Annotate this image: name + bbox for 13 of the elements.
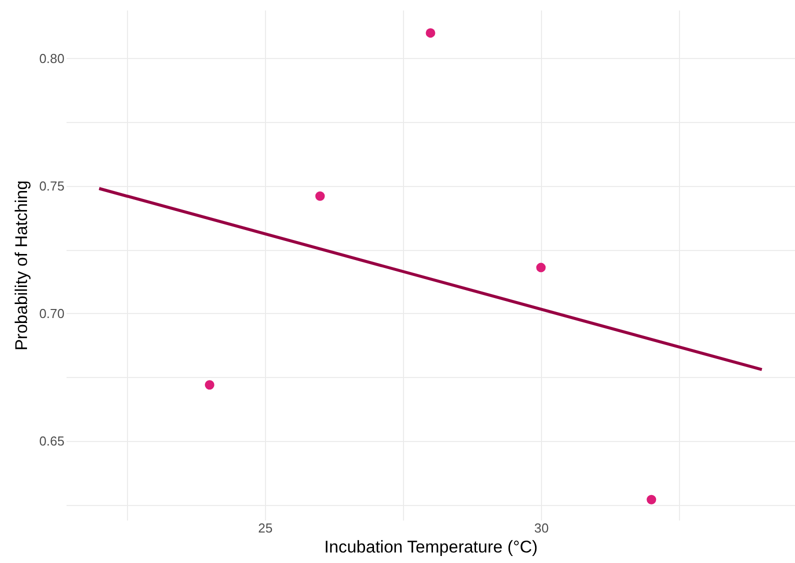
y-tick-label: 0.80 [39,50,64,66]
x-axis-title: Incubation Temperature (°C) [324,538,538,556]
y-axis-title: Probability of Hatching [12,180,32,351]
x-tick-label: 25 [258,520,273,536]
y-tick-label: 0.65 [39,433,64,448]
point [646,494,656,504]
point [536,262,546,272]
point [315,191,325,201]
y-tick-label: 0.70 [39,306,64,321]
y-tick-label: 0.75 [39,178,64,194]
point [426,28,436,38]
x-tick-label: 30 [534,520,549,536]
point [204,380,214,390]
